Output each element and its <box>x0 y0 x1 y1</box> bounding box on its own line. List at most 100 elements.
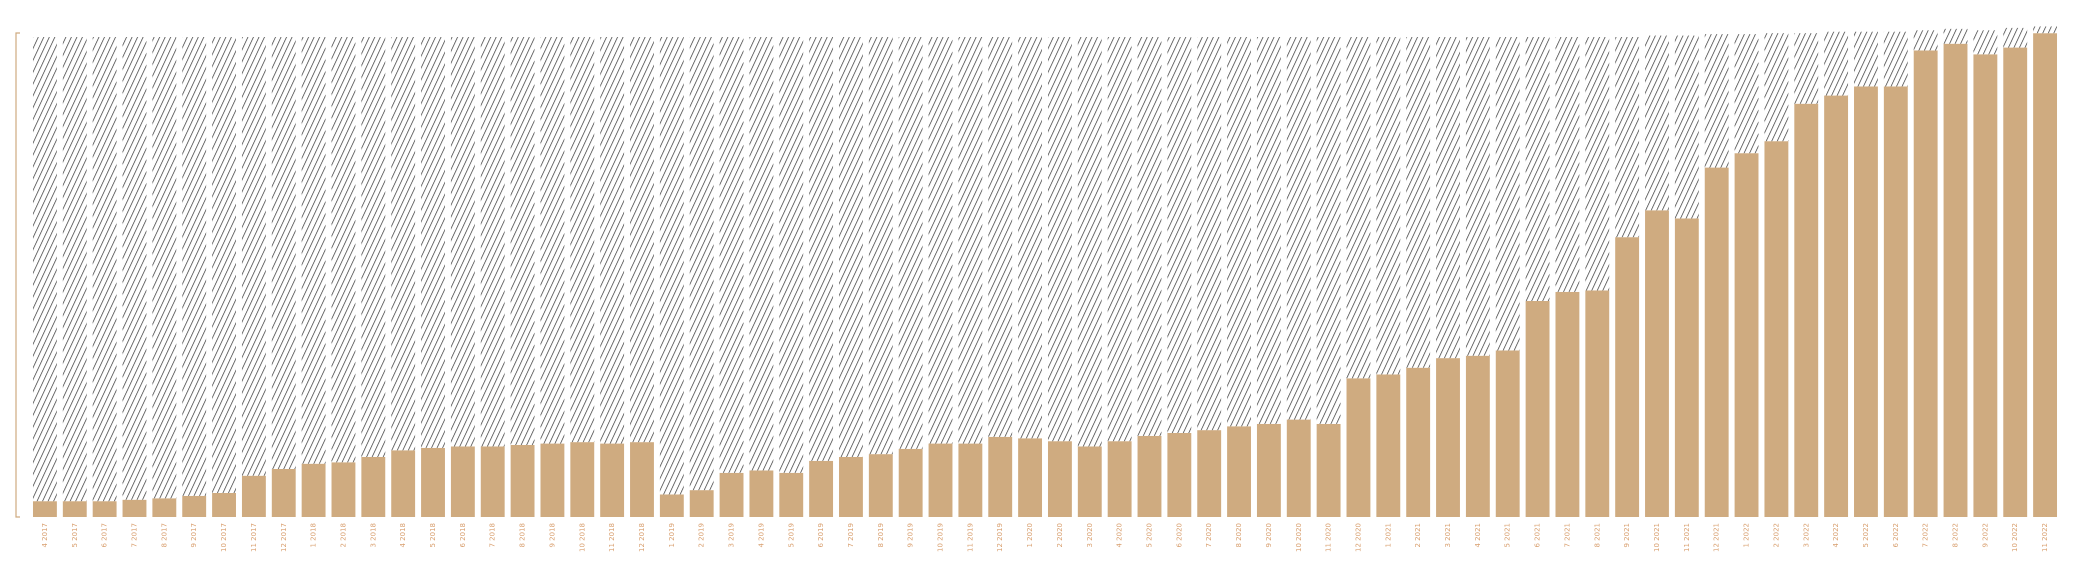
x-tick-label: 8 2020 <box>1235 523 1243 548</box>
bar <box>1406 367 1431 517</box>
x-tick-label: 4 2020 <box>1116 523 1124 548</box>
bar <box>241 475 266 517</box>
bar-remainder <box>540 37 565 444</box>
bar <box>1764 141 1789 517</box>
bar <box>1674 218 1699 517</box>
bar <box>122 499 147 517</box>
bar-remainder <box>450 37 475 447</box>
x-tick-label: 2 2018 <box>339 523 347 548</box>
bar-remainder <box>182 37 207 496</box>
x-tick-label: 5 2019 <box>787 523 795 548</box>
bar <box>1227 426 1251 517</box>
bar-remainder <box>1047 37 1072 442</box>
bar <box>988 436 1013 517</box>
x-tick-label: 2 2019 <box>698 523 706 548</box>
bar-remainder <box>480 37 505 447</box>
bar <box>1645 210 1669 517</box>
x-tick-label: 7 2018 <box>489 523 497 548</box>
bar <box>1376 374 1401 517</box>
bar <box>480 446 505 517</box>
bar <box>1077 446 1102 517</box>
bar <box>1167 433 1192 517</box>
bar-remainder <box>1137 37 1162 436</box>
bar <box>600 443 625 517</box>
x-tick-label: 11 2017 <box>250 523 258 552</box>
bar-remainder <box>1674 35 1699 219</box>
x-tick-label: 6 2021 <box>1534 523 1542 548</box>
bar <box>719 472 744 517</box>
bar <box>2003 47 2028 518</box>
bar <box>1286 419 1311 517</box>
bar-remainder <box>1734 34 1759 154</box>
bar <box>928 443 953 517</box>
bar <box>62 501 87 517</box>
bar-remainder <box>2033 26 2058 34</box>
bar-remainder <box>749 37 774 471</box>
bar <box>1794 103 1819 517</box>
bar <box>1107 441 1132 517</box>
bar <box>779 472 804 517</box>
bar <box>1495 350 1520 517</box>
bar <box>361 457 386 517</box>
bar-remainder <box>391 37 416 451</box>
x-tick-label: 4 2022 <box>1832 523 1840 548</box>
bar-remainder <box>1406 37 1431 368</box>
x-tick-label: 11 2020 <box>1325 523 1333 552</box>
bar-remainder <box>1018 37 1043 439</box>
bar <box>1943 43 1968 517</box>
bar <box>630 442 654 517</box>
bar-remainder <box>1585 37 1610 291</box>
bar-remainder <box>331 37 356 463</box>
bar <box>271 469 296 517</box>
x-tick-label: 3 2020 <box>1086 523 1094 548</box>
bar <box>898 448 923 517</box>
bar-remainder <box>92 37 117 502</box>
bar <box>1883 86 1908 517</box>
bar-remainder <box>1346 37 1371 379</box>
bar <box>331 462 356 517</box>
bar-remainder <box>301 37 326 464</box>
x-tick-label: 5 2017 <box>71 523 79 548</box>
bar <box>32 501 57 517</box>
x-tick-label: 11 2022 <box>2041 523 2049 552</box>
x-tick-label: 10 2020 <box>1295 523 1303 552</box>
bar-remainder <box>1495 37 1520 351</box>
bar-remainder <box>212 37 236 493</box>
x-tick-label: 8 2017 <box>160 523 168 548</box>
x-tick-label: 7 2017 <box>130 523 138 548</box>
x-tick-label: 11 2018 <box>608 523 616 552</box>
x-tick-label: 1 2022 <box>1743 523 1751 548</box>
bar-remainder <box>1525 37 1550 301</box>
bar-remainder <box>600 37 625 444</box>
bar-remainder <box>988 37 1013 437</box>
x-tick-label: 1 2021 <box>1384 523 1392 548</box>
bar-remainder <box>958 37 983 444</box>
bar-remainder <box>1764 33 1789 142</box>
x-tick-label: 10 2021 <box>1653 523 1661 552</box>
x-tick-label: 12 2021 <box>1713 523 1721 552</box>
x-tick-label: 4 2021 <box>1474 523 1482 548</box>
x-tick-label: 8 2021 <box>1593 523 1601 548</box>
x-tick-label: 2 2020 <box>1056 523 1064 548</box>
bar-remainder <box>1883 31 1908 87</box>
bar-remainder <box>241 37 266 476</box>
bar <box>182 495 207 517</box>
bar <box>1436 358 1460 517</box>
bar-remainder <box>62 37 87 502</box>
bar-remainder <box>1973 30 1998 55</box>
x-tick-label: 2 2022 <box>1772 523 1780 548</box>
bar <box>1555 291 1580 517</box>
bar <box>1346 378 1371 517</box>
x-tick-label: 12 2018 <box>638 523 646 552</box>
bar <box>510 445 535 517</box>
bar-remainder <box>1704 34 1729 168</box>
bar <box>1316 423 1341 517</box>
x-tick-label: 8 2019 <box>877 523 885 548</box>
x-tick-label: 3 2019 <box>728 523 736 548</box>
bar-remainder <box>1943 28 1968 44</box>
bar <box>301 463 326 517</box>
x-tick-label: 11 2021 <box>1683 523 1691 552</box>
bar-remainder <box>1227 37 1251 427</box>
x-tick-label: 9 2020 <box>1265 523 1273 548</box>
x-tick-label: 9 2021 <box>1623 523 1631 548</box>
